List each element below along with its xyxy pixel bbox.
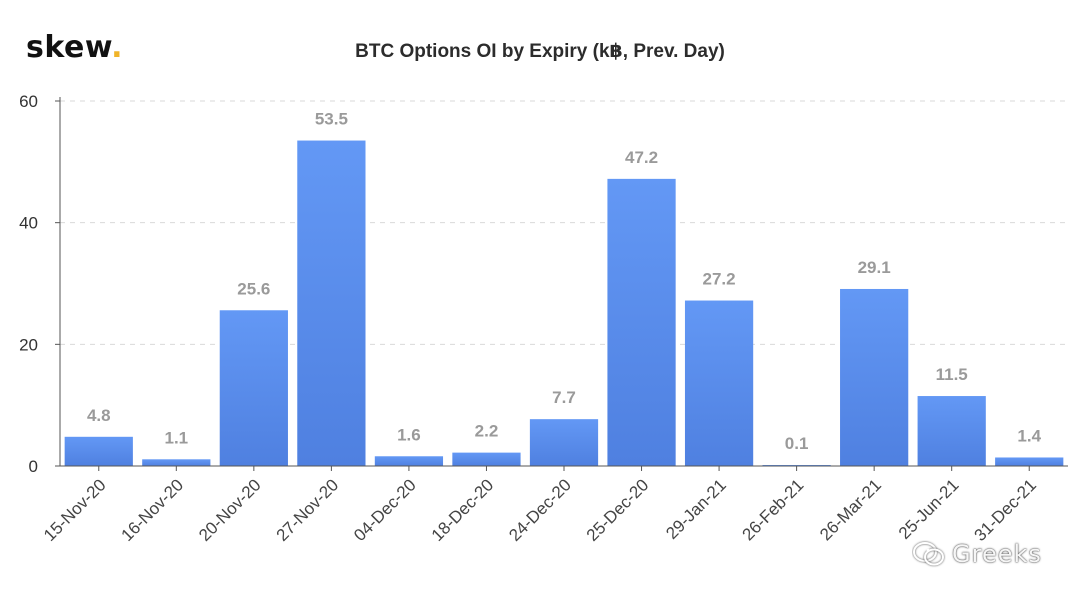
- y-tick-label: 60: [19, 92, 38, 111]
- data-label: 47.2: [625, 148, 658, 167]
- x-tick-label: 29-Jan-21: [662, 475, 730, 543]
- data-label: 1.6: [397, 425, 421, 444]
- watermark: Greeks: [912, 540, 1042, 568]
- x-tick-label: 20-Nov-20: [195, 475, 265, 545]
- data-labels-layer: 4.8 1.1 25.6 53.5 1.6 2.2 7.7 47.2 27.2 0.1 29.1 11…: [87, 110, 1042, 453]
- bars-layer: [64, 140, 1064, 466]
- x-tick-label: 25-Dec-20: [583, 475, 653, 545]
- x-tick-label: 26-Mar-21: [816, 475, 885, 544]
- x-tick-label: 31-Dec-21: [970, 475, 1040, 545]
- skew-logo: skew.: [26, 30, 123, 65]
- x-tick-label: 26-Feb-21: [739, 475, 808, 544]
- data-label: 27.2: [703, 270, 736, 289]
- data-label: 7.7: [552, 388, 576, 407]
- data-label: 2.2: [475, 422, 499, 441]
- x-tick-label: 25-Jun-21: [895, 475, 963, 543]
- data-label: 25.6: [237, 279, 270, 298]
- data-label: 11.5: [936, 365, 968, 384]
- bar: [607, 178, 676, 466]
- axis-layer: 15-Nov-20 16-Nov-20 20-Nov-20 27-Nov-20 04-D…: [40, 97, 1068, 545]
- bar: [297, 140, 366, 466]
- bar: [219, 310, 288, 466]
- bar: [917, 396, 986, 466]
- x-tick-label: 27-Nov-20: [273, 475, 343, 545]
- x-tick-label: 16-Nov-20: [118, 475, 188, 545]
- data-label: 29.1: [858, 258, 891, 277]
- data-label: 1.4: [1017, 426, 1041, 445]
- data-label: 4.8: [87, 406, 111, 425]
- bar: [840, 288, 909, 466]
- chart-title: BTC Options OI by Expiry (k฿, Prev. Day): [355, 41, 725, 62]
- logo-text: skew: [26, 30, 112, 65]
- bar: [452, 452, 521, 466]
- bar: [995, 457, 1064, 466]
- x-tick-label: 04-Dec-20: [350, 475, 420, 545]
- data-label: 0.1: [785, 434, 809, 453]
- bar: [529, 419, 599, 466]
- grid-layer: 0 20 40 60: [19, 92, 1068, 476]
- y-tick-label: 20: [19, 335, 38, 354]
- x-tick-label: 24-Dec-20: [505, 475, 575, 545]
- bar: [64, 436, 133, 466]
- wechat-icon: [913, 542, 944, 566]
- data-label: 1.1: [164, 428, 188, 447]
- x-tick-label: 15-Nov-20: [40, 475, 110, 545]
- logo-dot: .: [111, 30, 124, 65]
- bar: [142, 459, 211, 466]
- bar: [374, 456, 444, 466]
- bar: [684, 300, 754, 466]
- x-tick-label: 18-Dec-20: [428, 475, 498, 545]
- y-tick-label: 0: [29, 457, 38, 476]
- data-label: 53.5: [315, 110, 348, 129]
- y-tick-label: 40: [19, 214, 38, 233]
- watermark-text: Greeks: [952, 540, 1042, 568]
